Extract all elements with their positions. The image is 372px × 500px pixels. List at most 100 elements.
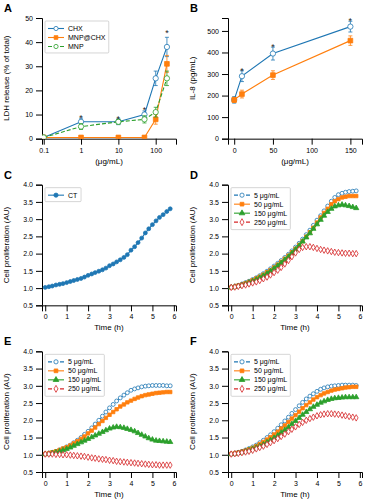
x-tick: 50	[270, 139, 278, 154]
y-tick-mark	[222, 271, 228, 272]
x-tick-label: 0	[230, 313, 234, 320]
data-point	[351, 385, 354, 388]
data-point	[116, 135, 121, 139]
x-tick-mark	[152, 472, 153, 478]
data-point	[86, 454, 90, 460]
data-point	[161, 391, 164, 394]
y-tick-mark	[36, 420, 42, 421]
y-tick-label: 3.5	[209, 199, 219, 206]
data-point	[140, 236, 144, 240]
legend-box	[45, 188, 81, 202]
y-tick-label: 0.5	[23, 469, 33, 476]
data-point	[305, 403, 308, 406]
error-bar	[348, 36, 352, 45]
legend-item: 5 μg/mL	[234, 192, 280, 200]
error-bar	[271, 71, 275, 80]
legend-box	[45, 21, 109, 53]
data-point	[154, 462, 158, 468]
data-point	[42, 135, 46, 139]
annotation: *	[349, 16, 353, 26]
x-tick-mark	[312, 139, 313, 145]
y-tick-mark	[36, 472, 42, 473]
y-tick-label: 3.5	[23, 365, 33, 372]
data-point	[333, 249, 337, 255]
data-point	[154, 219, 158, 223]
data-point	[269, 272, 273, 278]
x-tick-label: 5	[337, 313, 341, 320]
series	[43, 424, 173, 456]
data-point	[61, 452, 65, 458]
y-tick-mark	[222, 455, 228, 456]
data-point	[118, 396, 122, 400]
panel: 0.111010001020304050(μg/mL)LDH release (…	[2, 15, 177, 166]
data-point	[232, 98, 237, 103]
data-point	[307, 230, 312, 235]
data-point	[161, 213, 165, 217]
data-point	[269, 439, 273, 445]
x-tick: 2	[87, 305, 91, 320]
legend-label: 50 μg/mL	[254, 201, 283, 209]
y-axis: 01020304050	[25, 15, 42, 143]
x-tick: 0	[44, 472, 48, 487]
data-point	[272, 437, 276, 443]
x-tick: 100	[306, 139, 318, 154]
y-tick-label: 3.5	[23, 199, 33, 206]
data-point	[104, 410, 108, 414]
legend-marker	[240, 202, 244, 206]
error-bar	[79, 124, 83, 130]
x-tick-mark	[67, 472, 68, 478]
data-point	[308, 243, 312, 249]
data-point	[154, 391, 157, 394]
x-axis-title: Time (h)	[94, 323, 124, 332]
y-tick: 1.0	[23, 452, 42, 459]
data-point	[97, 422, 100, 425]
data-point	[90, 429, 93, 432]
legend-item: 150 μg/mL	[48, 376, 101, 384]
data-point	[283, 431, 287, 437]
data-point	[79, 135, 84, 139]
x-tick-label: 50	[270, 147, 278, 154]
y-tick: 2.0	[209, 417, 228, 424]
y-tick: 2.5	[23, 233, 42, 240]
x-tick-label: 2	[87, 480, 91, 487]
y-tick: 0.5	[209, 469, 228, 476]
annotation: *	[240, 66, 244, 76]
series-line	[45, 209, 170, 288]
data-point	[354, 415, 358, 421]
x-tick-label: 1	[65, 480, 69, 487]
data-point	[236, 450, 240, 456]
y-axis-line	[36, 185, 43, 306]
x-axis-line	[229, 139, 363, 145]
data-point	[337, 249, 341, 255]
data-point	[344, 250, 348, 256]
data-point	[240, 282, 244, 288]
series	[43, 451, 172, 468]
legend-label: 50 μg/mL	[254, 367, 283, 375]
x-tick-label: 2	[87, 313, 91, 320]
y-tick-mark	[222, 219, 228, 220]
data-point	[76, 453, 80, 459]
series	[42, 55, 169, 138]
series-line	[45, 427, 170, 454]
legend-marker	[239, 210, 245, 215]
data-point	[326, 248, 330, 254]
data-point	[340, 196, 343, 199]
data-point	[354, 385, 357, 388]
x-tick: 150	[345, 139, 357, 154]
y-tick-mark	[36, 271, 42, 272]
x-tick-mark	[231, 305, 232, 311]
error-bar	[165, 37, 169, 56]
x-tick-mark	[174, 305, 175, 311]
legend: 5 μg/mL50 μg/mL150 μg/mL250 μg/mL	[45, 354, 104, 396]
legend-marker	[54, 360, 58, 364]
panel: 01234560.51.01.52.02.53.03.54.0Time (h)C…	[188, 181, 363, 332]
legend-item: 50 μg/mL	[48, 367, 97, 375]
y-tick: 3.0	[209, 383, 228, 390]
x-tick: 6	[358, 472, 362, 487]
data-point	[118, 258, 122, 262]
y-axis-title: LDH release (% of total)	[2, 35, 11, 121]
error-bar	[232, 97, 236, 103]
x-tick-label: 6	[358, 313, 362, 320]
y-tick-mark	[36, 236, 42, 237]
x-tick-label: 6	[172, 480, 176, 487]
